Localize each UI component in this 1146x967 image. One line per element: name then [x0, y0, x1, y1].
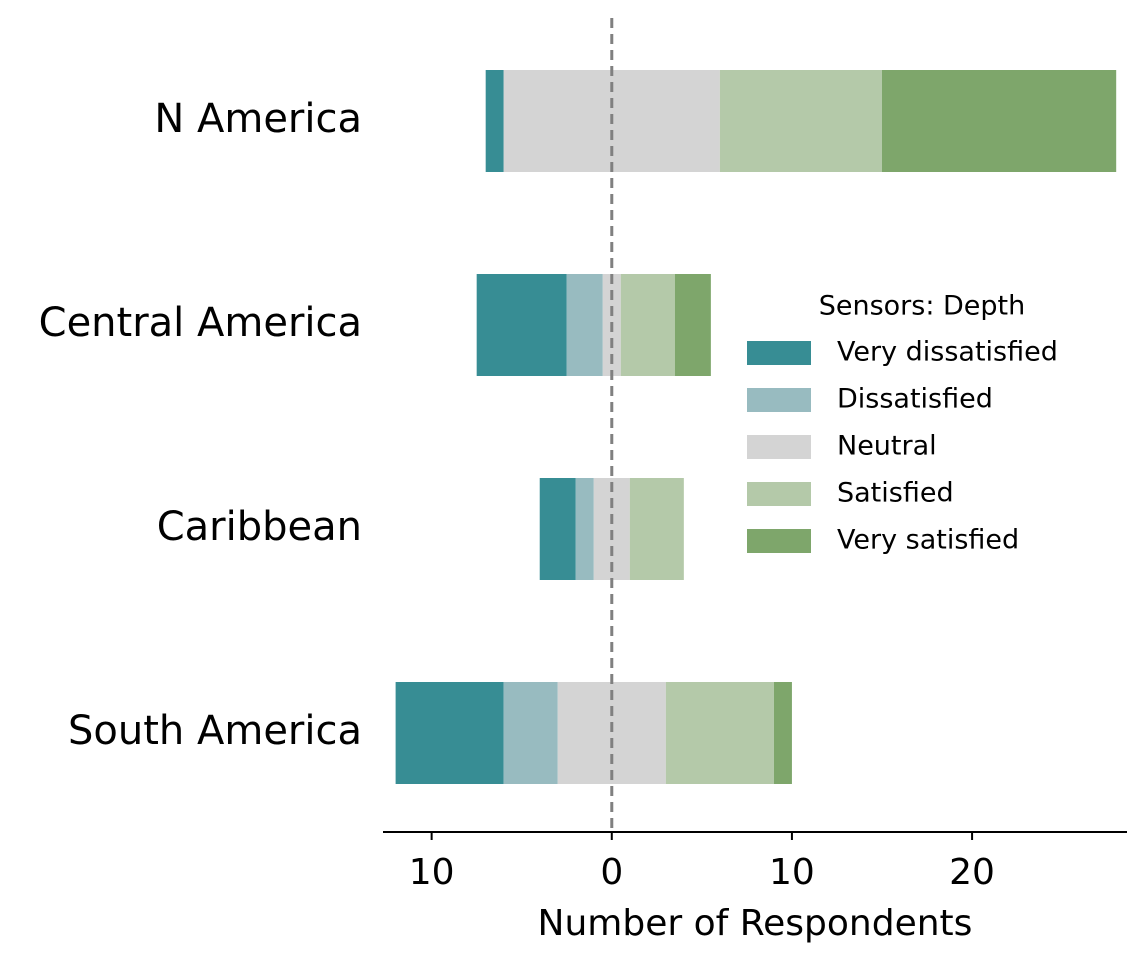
y-tick-label: Central America [39, 300, 362, 346]
legend-label: Very dissatisfied [837, 337, 1058, 368]
y-tick-label: N America [154, 96, 362, 142]
bar-segment [629, 478, 684, 580]
legend-swatch [747, 482, 811, 506]
bar-segment [485, 70, 504, 172]
x-tick-label: 20 [949, 852, 995, 893]
x-tick-label: 10 [409, 852, 455, 893]
legend-label: Satisfied [837, 478, 954, 509]
x-tick-label: 0 [600, 852, 623, 893]
bar-segment [476, 274, 567, 376]
legend-swatch [747, 435, 811, 459]
bar-segment [620, 274, 675, 376]
bar-segment [395, 682, 504, 784]
bar-segment [575, 478, 594, 580]
legend-label: Very satisfied [837, 525, 1019, 556]
bar-segment [719, 70, 883, 172]
y-tick-label: Caribbean [157, 504, 362, 550]
x-axis-label: Number of Respondents [538, 903, 973, 944]
bar-segment [674, 274, 711, 376]
bar-segment [539, 478, 576, 580]
bar-segment [882, 70, 1117, 172]
legend-swatch [747, 341, 811, 365]
bar-segment [503, 682, 558, 784]
bar-segment [566, 274, 603, 376]
legend-label: Neutral [837, 431, 937, 462]
legend-title: Sensors: Depth [819, 291, 1026, 322]
legend-swatch [747, 388, 811, 412]
legend-swatch [747, 529, 811, 553]
bar-segment [773, 682, 792, 784]
y-tick-label: South America [68, 708, 362, 754]
bar-segment [665, 682, 774, 784]
legend-label: Dissatisfied [837, 384, 993, 415]
x-tick-label: 10 [769, 852, 815, 893]
